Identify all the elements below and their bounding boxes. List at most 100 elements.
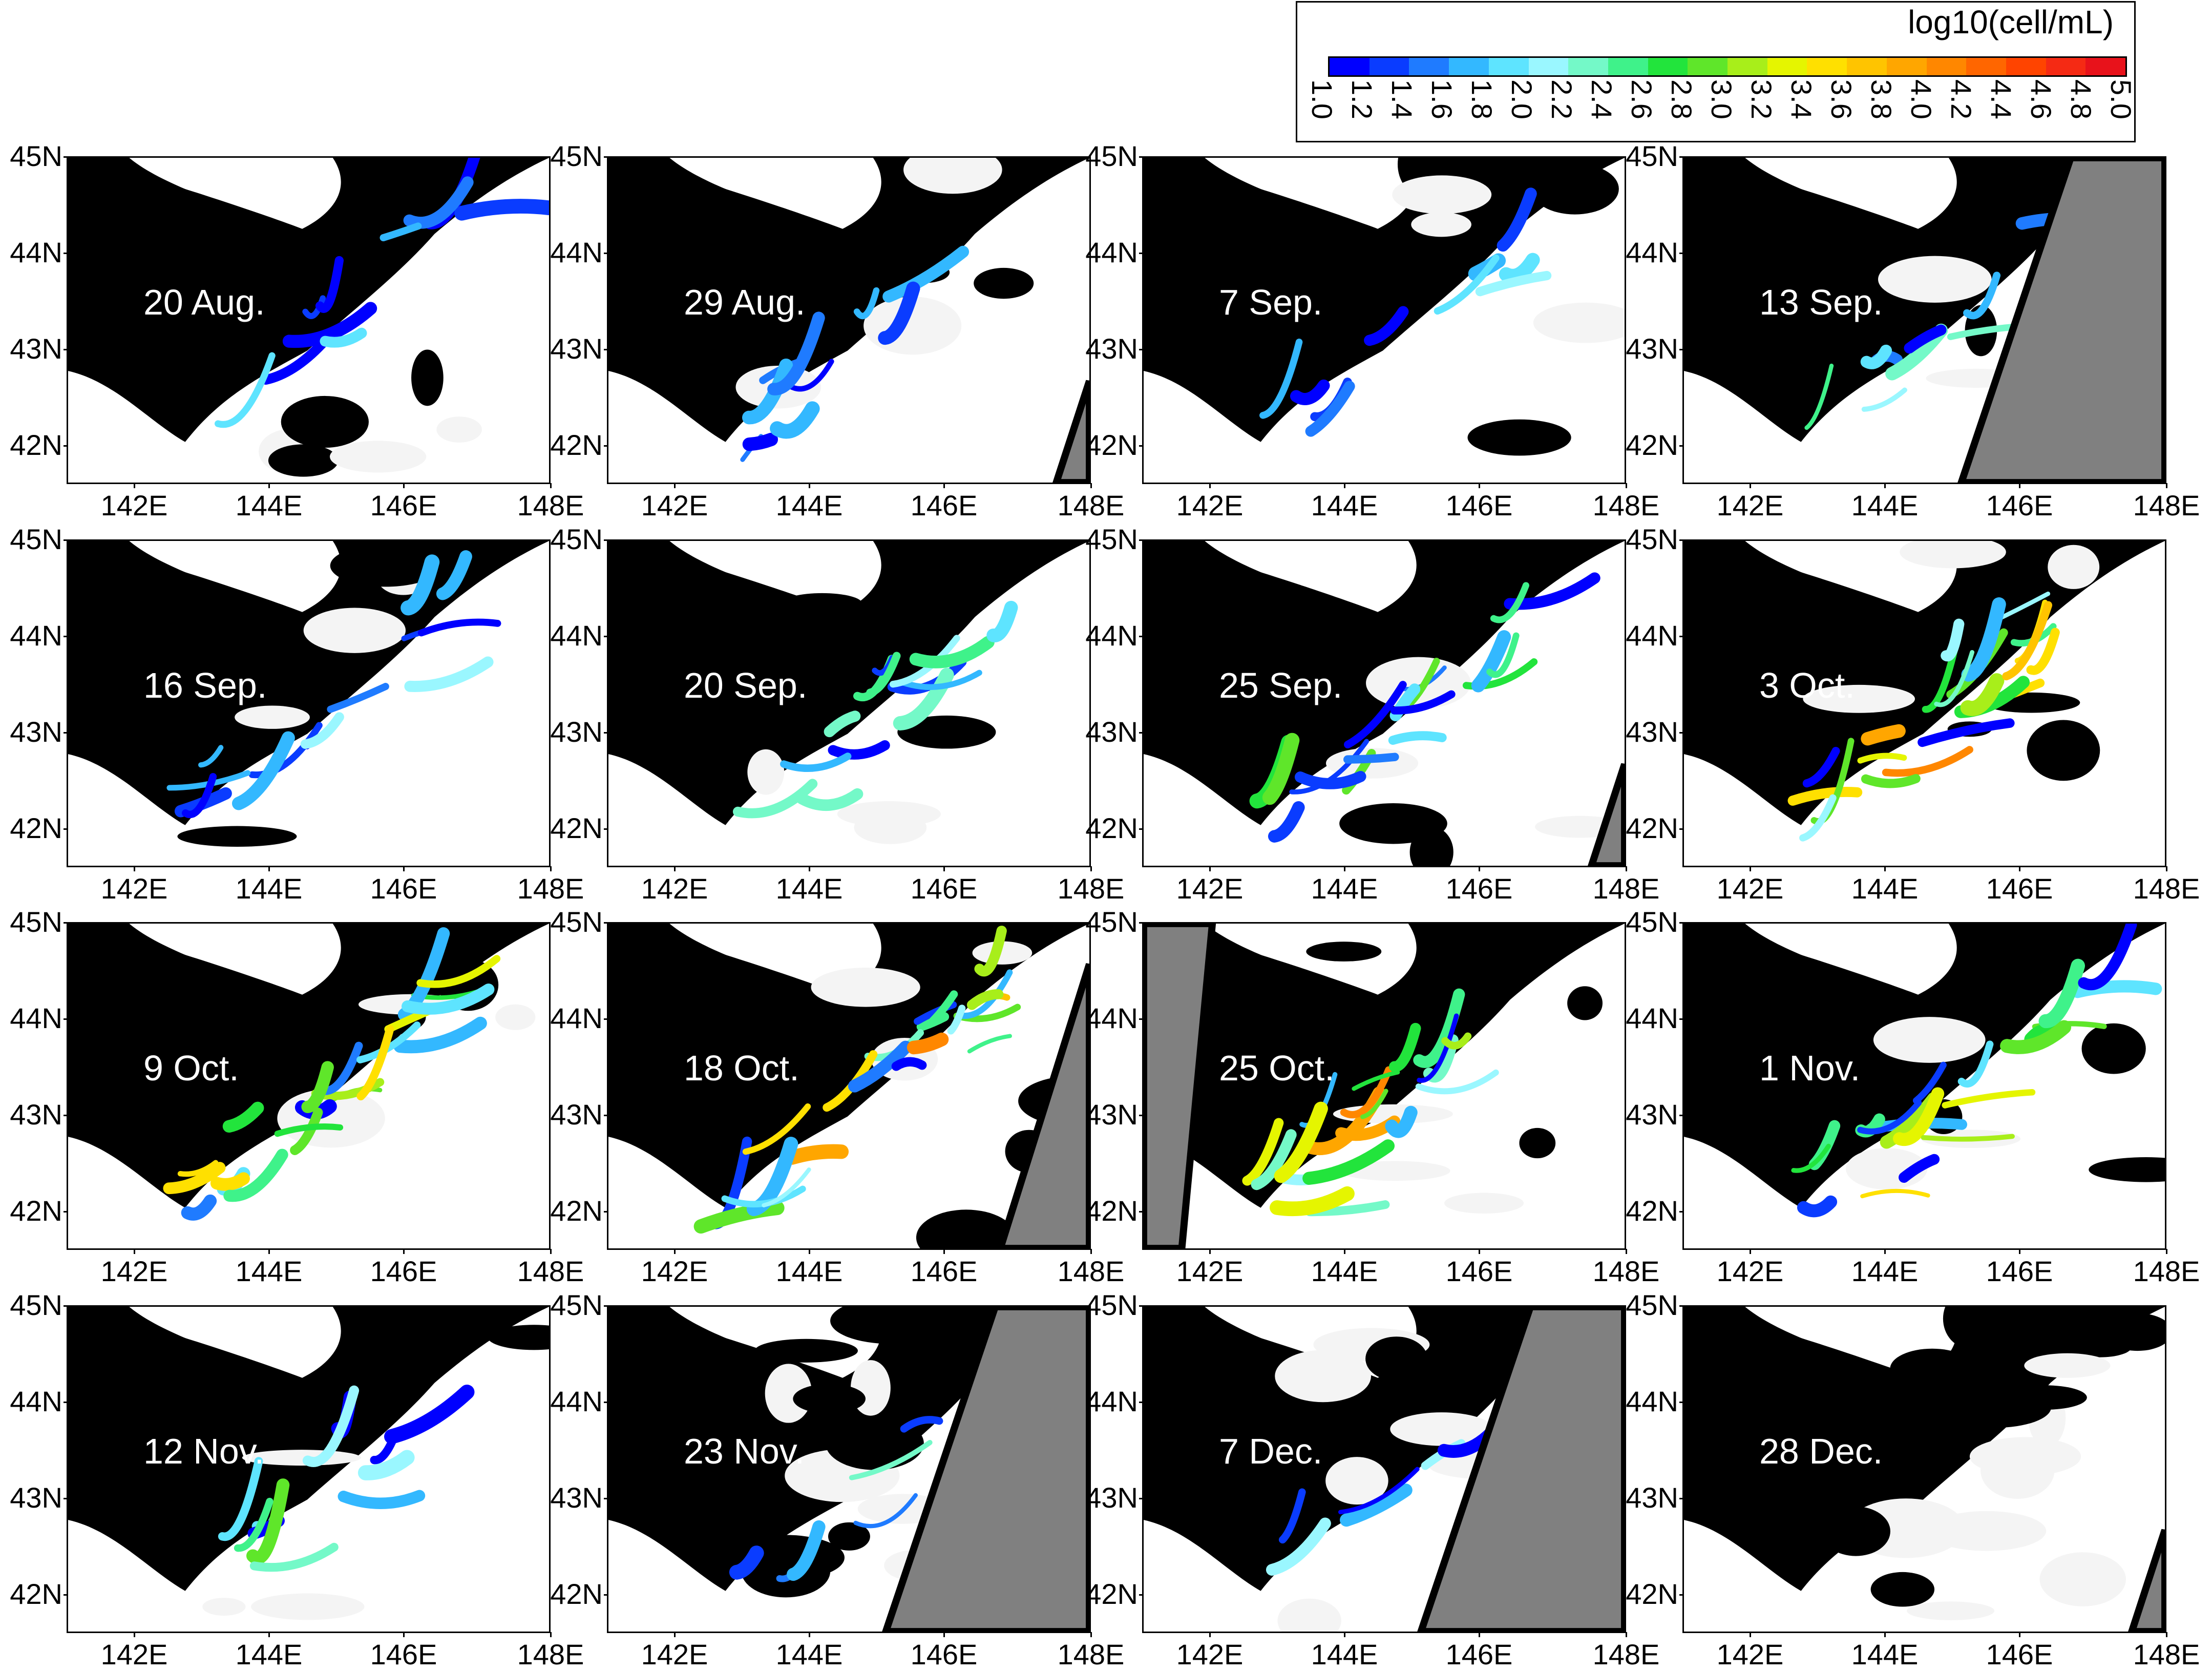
colorbar-tick-text: 1.2 — [1346, 79, 1378, 119]
cloud-patch — [1366, 657, 1471, 709]
latitude-label: 44N — [10, 236, 62, 268]
land-mass — [608, 158, 836, 391]
longitude-label: 146E — [1986, 1255, 2053, 1287]
cloud-patch — [903, 158, 1002, 194]
latitude-tick — [1139, 156, 1143, 158]
longitude-label: 144E — [235, 872, 303, 905]
latitude-tick — [1679, 922, 1683, 924]
ocean-area — [1144, 541, 1625, 866]
bloom-streak — [866, 652, 901, 697]
longitude-tick — [2166, 1249, 2167, 1254]
bloom-streak — [338, 1490, 426, 1509]
latitude-tick — [64, 922, 68, 924]
bloom-streak — [402, 984, 495, 1015]
cloud-patch — [1567, 986, 1603, 1020]
bloom-streak — [417, 618, 501, 637]
bloom-streak — [787, 359, 834, 392]
latitude-tick — [1679, 1305, 1683, 1307]
cloud-patch — [1392, 175, 1492, 214]
map-frame — [607, 539, 1091, 867]
longitude-tick — [134, 483, 135, 488]
bloom-streak — [1941, 618, 1965, 662]
panel-date-label: 20 Aug. — [143, 282, 265, 322]
bloom-streak — [1352, 1070, 1400, 1091]
cloud-patch — [174, 1396, 276, 1413]
latitude-tick — [64, 1402, 68, 1403]
colorbar-tick-label: 2.2 — [1546, 79, 1583, 136]
colorbar-tick-text: 3.8 — [1865, 79, 1898, 119]
longitude-tick — [1209, 1249, 1211, 1254]
longitude-label: 142E — [1716, 489, 1784, 521]
latitude-tick — [1679, 828, 1683, 830]
latitude-label: 44N — [550, 1002, 603, 1034]
panel-date-label: 28 Dec. — [1759, 1431, 1883, 1471]
longitude-label: 142E — [641, 1638, 708, 1670]
bloom-streak — [2026, 628, 2060, 675]
bloom-streak — [300, 712, 344, 749]
longitude-tick — [134, 1249, 135, 1254]
panel-date-label: 3 Oct. — [1759, 665, 1855, 705]
colorbar-segment — [2046, 58, 2086, 75]
latitude-label: 43N — [550, 1098, 603, 1131]
cloud-patch — [1890, 1348, 1974, 1389]
ocean-area — [608, 158, 1089, 483]
land-mass — [608, 1307, 836, 1540]
bloom-streak — [1860, 1188, 1930, 1199]
bloom-streak — [878, 281, 920, 345]
cloud-patch — [1277, 1598, 1341, 1632]
latitude-tick — [1139, 636, 1143, 637]
bloom-streak — [1922, 644, 1958, 713]
bloom-streak — [767, 311, 825, 395]
cloud-patch — [268, 444, 339, 477]
bloom-streak — [301, 1061, 334, 1113]
longitude-label: 144E — [775, 1255, 843, 1287]
longitude-label: 142E — [641, 489, 708, 521]
longitude-label: 146E — [1445, 1638, 1513, 1670]
longitude-tick — [1209, 483, 1211, 488]
latitude-label: 45N — [550, 523, 603, 555]
longitude-tick — [1750, 483, 1751, 488]
colorbar-tick-text: 1.0 — [1306, 79, 1338, 119]
map-image — [68, 158, 549, 483]
map-image — [1144, 1307, 1625, 1632]
longitude-tick — [943, 1632, 945, 1637]
latitude-tick — [1139, 1115, 1143, 1116]
latitude-tick — [1679, 1018, 1683, 1020]
bloom-streak — [1802, 747, 1840, 788]
longitude-label: 148E — [2133, 489, 2200, 521]
colorbar-tick-label: 3.4 — [1785, 79, 1823, 136]
cloud-patch — [495, 1004, 536, 1030]
latitude-label: 44N — [1085, 1385, 1138, 1417]
okhotsk-sea-area — [1745, 924, 1957, 995]
latitude-label: 44N — [1626, 1385, 1678, 1417]
bloom-streak — [828, 740, 890, 760]
colorbar-tick-text: 4.2 — [1945, 79, 1977, 119]
latitude-label: 45N — [1626, 1289, 1678, 1321]
longitude-label: 142E — [1176, 489, 1244, 521]
latitude-label: 43N — [1626, 332, 1678, 365]
okhotsk-sea-area — [1745, 158, 1957, 229]
colorbar — [1328, 56, 2127, 77]
bloom-streak — [889, 635, 960, 688]
bloom-streak — [163, 1162, 226, 1195]
panel-date-label: 7 Dec. — [1219, 1431, 1323, 1471]
colorbar-tick-label: 3.0 — [1705, 79, 1743, 136]
longitude-tick — [1626, 1249, 1627, 1254]
bloom-streak — [986, 600, 1018, 642]
longitude-tick — [809, 1632, 810, 1637]
bloom-streak — [261, 335, 331, 385]
latitude-tick — [604, 1018, 608, 1020]
colorbar-tick-label: 4.8 — [2065, 79, 2102, 136]
latitude-tick — [604, 1305, 608, 1307]
cloud-patch — [2081, 1023, 2146, 1074]
bloom-streak — [1305, 381, 1355, 437]
bloom-streak — [1787, 787, 1863, 806]
longitude-label: 146E — [910, 872, 978, 905]
longitude-tick — [809, 483, 810, 488]
bloom-streak — [218, 1457, 263, 1541]
latitude-label: 43N — [1626, 1481, 1678, 1514]
latitude-label: 45N — [1626, 906, 1678, 938]
longitude-tick — [403, 483, 405, 488]
longitude-tick — [674, 483, 676, 488]
colorbar-segment — [1488, 58, 1529, 75]
